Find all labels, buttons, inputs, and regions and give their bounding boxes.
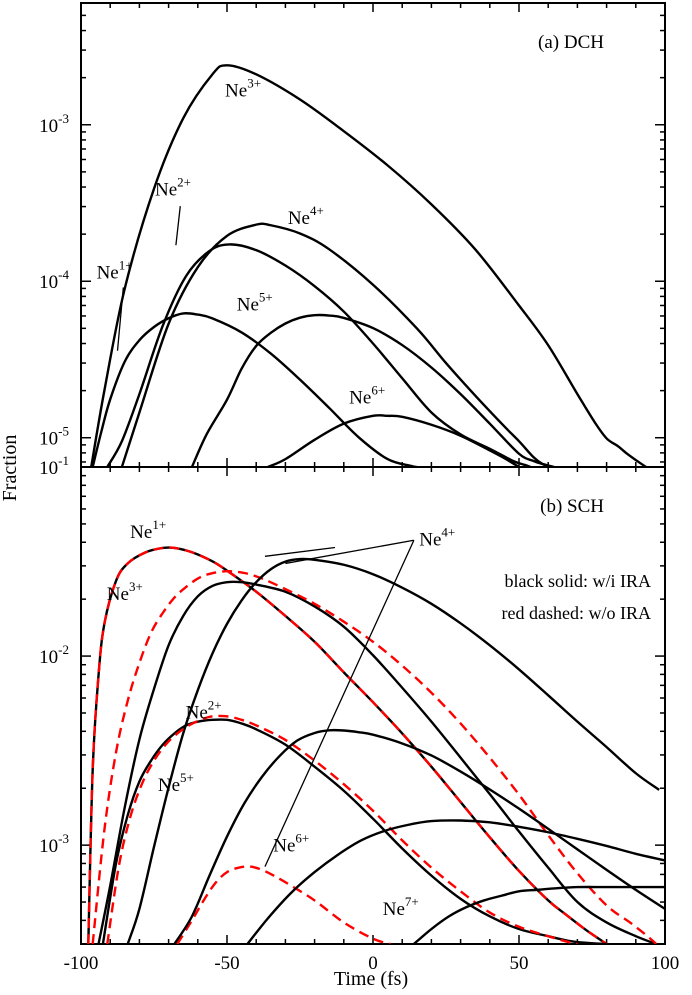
dch-y-tick-label: 10-4 xyxy=(39,267,69,293)
sch-y-tick-label-base: 10 xyxy=(39,458,58,479)
dch-series-label-base: Ne xyxy=(225,81,247,102)
series-dch-ne5- xyxy=(190,313,555,467)
dch-series-label-superscript: 4+ xyxy=(310,203,324,218)
sch-y-tick-label-superscript: -1 xyxy=(58,453,69,468)
sch-y-tick-label: 10-2 xyxy=(39,642,69,668)
series-sch-ne6-w-i-ira xyxy=(246,819,665,944)
dch-series-label-base: Ne xyxy=(155,179,177,200)
x-tick-label: 0 xyxy=(368,953,378,974)
dch-series-label: Ne6+ xyxy=(349,383,385,409)
dch-leader-line xyxy=(175,206,181,246)
dch-series-label-base: Ne xyxy=(97,263,119,284)
x-tick-label: 50 xyxy=(510,953,529,974)
series-dch-ne3- xyxy=(90,64,647,467)
dch-panel-label: (a) DCH xyxy=(538,32,604,53)
legend-line: red dashed: w/o IRA xyxy=(502,603,651,623)
sch-series-label-base: Ne xyxy=(130,522,152,543)
series-dch-ne1- xyxy=(91,312,418,467)
sch-series-label-base: Ne xyxy=(383,899,405,920)
dch-series-label: Ne3+ xyxy=(225,76,261,102)
dch-series-label-base: Ne xyxy=(349,388,371,409)
sch-series-label: Ne6+ xyxy=(273,830,309,856)
legend-line: black solid: w/i IRA xyxy=(505,571,652,591)
series-sch-ne4-w-i-ira xyxy=(126,557,660,944)
x-tick-label: -100 xyxy=(64,953,99,974)
dch-series-label-base: Ne xyxy=(237,295,259,316)
dch-y-tick-label-base: 10 xyxy=(39,429,58,450)
dch-series-label-superscript: 3+ xyxy=(247,76,261,91)
sch-series-label: Ne4+ xyxy=(419,525,455,551)
series-sch-ne3-w-o-ira xyxy=(91,570,658,944)
sch-series-label-superscript: 5+ xyxy=(180,770,194,785)
series-dch-ne6- xyxy=(267,414,520,467)
sch-series-label-superscript: 7+ xyxy=(405,894,419,909)
dch-y-tick-label-base: 10 xyxy=(39,272,58,293)
series-sch-ne1-w-o-ira xyxy=(87,546,608,944)
sch-y-tick-label-base: 10 xyxy=(39,647,58,668)
series-sch-ne3-w-i-ira xyxy=(97,580,657,944)
sch-leader-line xyxy=(285,539,414,565)
sch-series-label-superscript: 4+ xyxy=(441,525,455,540)
dch-y-tick-label: 10-3 xyxy=(39,111,69,137)
sch-series-label-superscript: 1+ xyxy=(152,517,166,532)
series-sch-ne4-w-o-ira xyxy=(176,865,391,944)
dch-y-tick-label-superscript: -5 xyxy=(58,424,69,439)
dch-series-label-base: Ne xyxy=(288,208,310,229)
sch-series-label: Ne7+ xyxy=(383,894,419,920)
sch-series-label: Ne1+ xyxy=(130,517,166,543)
sch-y-tick-label: 10-1 xyxy=(39,453,69,479)
series-dch-ne2- xyxy=(106,243,532,467)
sch-y-tick-label: 10-3 xyxy=(39,831,69,857)
dch-y-tick-label: 10-5 xyxy=(39,424,69,450)
sch-y-tick-label-superscript: -3 xyxy=(58,831,69,846)
x-tick-label: 100 xyxy=(651,953,680,974)
sch-series-label-superscript: 2+ xyxy=(208,697,222,712)
x-axis-label: Time (fs) xyxy=(334,968,408,990)
dch-series-label-superscript: 1+ xyxy=(119,258,133,273)
panel-dch: 10-310-410-5(a) DCHNe3+Ne2+Ne4+Ne1+Ne5+N… xyxy=(39,2,666,468)
sch-panel-label: (b) SCH xyxy=(540,496,604,517)
dch-y-tick-label-superscript: -4 xyxy=(58,267,69,282)
x-tick-label: -50 xyxy=(214,953,239,974)
dch-y-tick-label-superscript: -3 xyxy=(58,111,69,126)
sch-y-tick-label-superscript: -2 xyxy=(58,642,69,657)
sch-series-label-base: Ne xyxy=(158,775,180,796)
sch-leader-line xyxy=(264,546,336,557)
sch-series-label-superscript: 3+ xyxy=(129,579,143,594)
sch-y-tick-label-base: 10 xyxy=(39,836,58,857)
sch-series-label-superscript: 6+ xyxy=(295,830,309,845)
series-sch-ne7-w-i-ira xyxy=(413,885,665,944)
dch-leader-line xyxy=(116,287,124,351)
series-dch-ne4- xyxy=(120,222,552,467)
y-axis-label: Fraction xyxy=(0,435,21,502)
series-sch-ne2-w-o-ira xyxy=(106,714,578,944)
series-sch-ne2-w-i-ira xyxy=(101,718,607,944)
dch-series-label-superscript: 6+ xyxy=(371,383,385,398)
dch-curves xyxy=(90,64,647,467)
sch-leader-line xyxy=(264,539,415,867)
dch-series-label: Ne5+ xyxy=(237,290,273,316)
sch-series-label-base: Ne xyxy=(186,702,208,723)
sch-series-label-base: Ne xyxy=(107,584,129,605)
sch-curves xyxy=(87,546,665,944)
dch-series-label: Ne4+ xyxy=(288,203,324,229)
dch-y-tick-label-base: 10 xyxy=(39,116,58,137)
dch-series-label-superscript: 5+ xyxy=(259,290,273,305)
sch-series-label: Ne2+ xyxy=(186,697,222,723)
dch-series-label: Ne1+ xyxy=(97,258,133,284)
dch-series-label: Ne2+ xyxy=(155,174,191,200)
sch-series-label: Ne3+ xyxy=(107,579,143,605)
dch-series-label-superscript: 2+ xyxy=(177,174,191,189)
sch-series-label: Ne5+ xyxy=(158,770,194,796)
sch-series-label-base: Ne xyxy=(273,835,295,856)
sch-series-label-base: Ne xyxy=(419,530,441,551)
